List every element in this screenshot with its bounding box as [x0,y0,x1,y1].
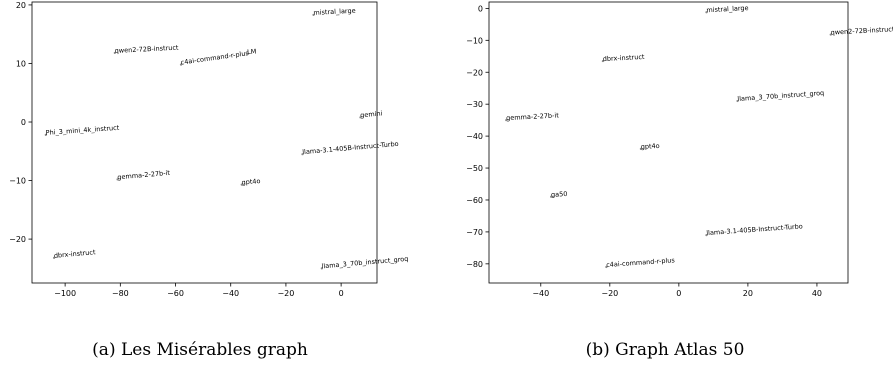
scatter-point [52,256,56,259]
scatter-point [829,33,832,36]
scatter-point [320,267,323,270]
scatter-point [705,11,708,14]
point-label: gemma-2-27b-it [506,111,559,122]
point-label: llama-3.1-405B-Instruct-Turbo [706,222,803,237]
x-tick-label: 0 [339,289,344,298]
y-tick-label: −50 [466,164,483,173]
y-tick-label: 0 [478,4,483,13]
scatter-point [601,59,605,63]
scatter-point [312,13,315,16]
scatter-point [116,178,119,181]
point-label: llama-3.1-405B-Instruct-Turbo [302,140,399,156]
x-tick-label: 0 [676,289,681,298]
x-tick-label: 40 [812,289,822,298]
scatter-point [705,234,708,237]
scatter-point [301,153,304,156]
scatter-point [359,116,362,119]
y-tick-label: −30 [466,100,483,109]
scatter-point [550,195,553,198]
scatter-point [246,53,249,56]
scatter-point [44,133,47,136]
point-label: c4ai-command-r-plus [606,256,676,269]
point-label: llama_3_70b_instruct_groq [321,255,408,271]
scatter-point [639,147,642,150]
x-tick-label: 20 [743,289,753,298]
axes-frame [488,1,849,284]
y-tick-label: 0 [21,118,26,127]
point-label: gpt4o [641,142,660,151]
scatter-point [505,119,508,122]
y-tick-label: −10 [9,177,26,186]
point-label: dbrx-instruct [54,248,97,260]
point-label: qwen2-72B-instruct [830,25,893,36]
scatter-point [605,265,608,269]
caption-b: (b) Graph Atlas 50 [586,340,745,360]
point-label: gpt4o [241,177,261,187]
x-tick-label: −20 [601,289,618,298]
point-label: dbrx-instruct [603,53,646,63]
point-label: ga50 [551,190,568,199]
point-label: LM [247,47,257,56]
scatter-point [179,63,183,66]
x-tick-label: −100 [54,289,76,298]
point-label: llama_3_70b_instruct_groq [737,89,824,103]
y-tick-label: 10 [16,59,26,68]
y-tick-label: −20 [9,235,26,244]
point-label: mistral_large [706,4,749,14]
y-tick-label: −20 [466,68,483,77]
y-tick-label: 20 [16,1,26,10]
x-tick-label: −80 [112,289,129,298]
point-label: Phi_3_mini_4k_instruct [45,124,120,137]
x-tick-label: −40 [532,289,549,298]
point-label: mistral_large [313,7,356,17]
y-tick-label: −70 [466,228,483,237]
point-label: c4ai-command-r-plus [180,49,250,67]
scatter-point [736,99,739,103]
y-tick-label: −80 [466,260,483,269]
y-tick-label: −40 [466,132,483,141]
x-tick-label: −20 [277,289,294,298]
panel-a-les-miserables: −100 −80 −60 −40 −20 0−20−1001020mistral_larg… [9,1,409,298]
scatter-point [113,51,116,55]
caption-a: (a) Les Misérables graph [92,340,308,360]
panel-b-graph-atlas-50: −40 −20 0 20 40 0 −10 −20 −30 −40 −50 −60 −70 −80 mist… [466,1,893,298]
x-tick-label: −60 [167,289,184,298]
y-tick-label: −10 [466,36,483,45]
axes-frame [31,1,378,284]
scatter-point [240,183,243,186]
point-label: gemma-2-27b-it [117,169,171,182]
point-label: gemini [360,109,383,119]
point-label: qwen2-72B-instruct [114,44,179,55]
x-tick-label: −40 [222,289,239,298]
y-tick-label: −60 [466,196,483,205]
